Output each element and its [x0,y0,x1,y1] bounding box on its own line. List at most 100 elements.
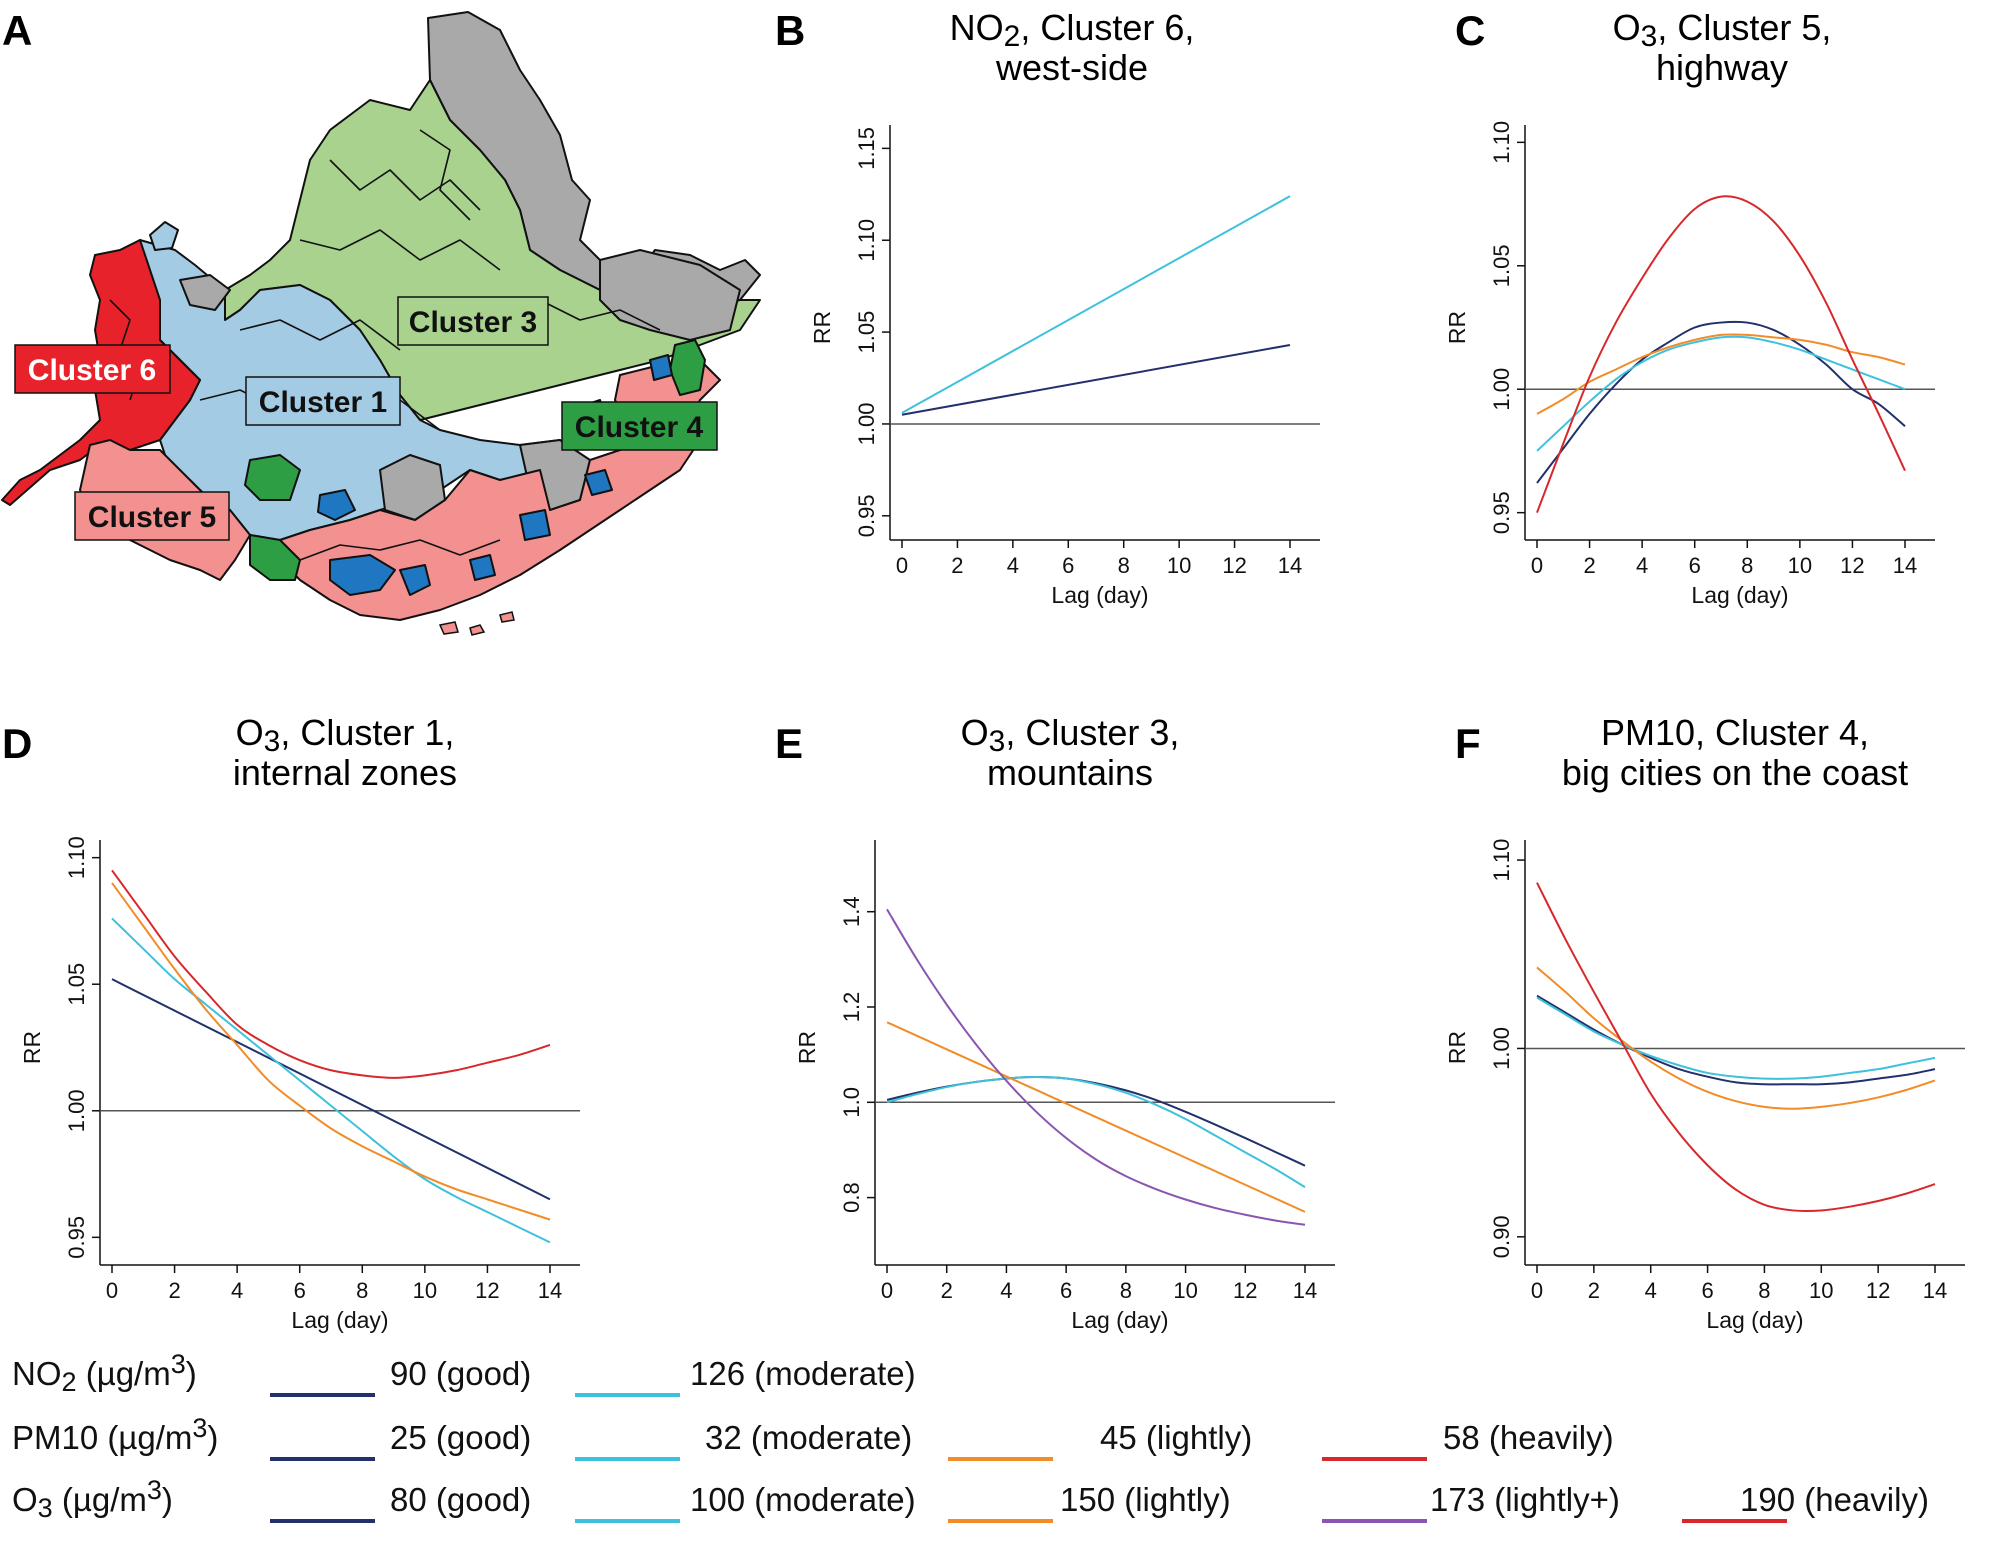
panel-d-y-tick-label: 1.10 [64,836,89,879]
panel-f-title-line2: big cities on the coast [1562,752,1908,793]
panel-letter-f: F [1455,720,1481,767]
legend-item-label-0-0: 90 (good) [390,1355,531,1392]
panel-c-title-line1: O3​, Cluster 5, [1613,7,1832,53]
map-label-cluster3: Cluster 3 [397,296,549,346]
panel-e-y-label: RR [794,1031,820,1064]
panel-f-series-line-3 [1536,882,1936,1213]
panel-f-x-label: Lag (day) [1706,1307,1803,1333]
panel-d-y-tick-label: 0.95 [64,1216,89,1259]
panel-d-series-line-3 [111,869,551,1079]
panel-d-x-tick-label: 12 [475,1278,499,1303]
panel-e-x-tick-label: 8 [1120,1278,1132,1303]
legend-item-label-2-3: 173 (lightly+) [1430,1481,1620,1518]
legend: NO2​ (µg/m3​) 90 (good) 126 (moderate) PM10… [12,1349,1929,1523]
panel-d-x-tick-label: 10 [413,1278,437,1303]
panel-f-y-tick-label: 0.90 [1489,1215,1514,1258]
map-label-cluster1-box [245,376,401,426]
panel-letter-b: B [775,7,805,54]
panel-b-chart: B NO2​, Cluster 6,west-side 0 2 4 6 8 10 12 14 0.… [775,7,1320,608]
panel-b-x-tick-label: 8 [1118,553,1130,578]
panel-d-series-line-0 [111,978,551,1201]
panel-d-x-tick-label: 2 [168,1278,180,1303]
legend-row-label-0: NO2​ (µg/m3​) [12,1349,197,1397]
map-region-blue-3 [399,564,431,596]
panel-c-chart: C O3​, Cluster 5,highway 0 2 4 6 8 10 12 14 0.95 1… [1444,7,1935,608]
map-region-green-cluster4-west [244,454,301,501]
map-region-blue-2 [329,554,396,596]
map-label-cluster3-box [397,296,549,346]
panel-f-x-tick-label: 0 [1531,1278,1543,1303]
map-label-cluster1: Cluster 1 [245,376,401,426]
panel-c-x-tick-label: 14 [1893,553,1917,578]
panel-b-y-tick-label: 1.05 [854,311,879,354]
panel-e-series-line-2 [886,1021,1306,1213]
legend-item-label-2-2: 150 (lightly) [1060,1481,1231,1518]
panel-f-y-tick-label: 1.00 [1489,1027,1514,1070]
legend-item-label-2-1: 100 (moderate) [690,1481,916,1518]
map-label-cluster5: Cluster 5 [74,491,230,541]
panel-c-y-tick-label: 1.10 [1489,121,1514,164]
map-label-cluster5-text: Cluster 5 [88,501,216,534]
panel-b-y-tick-label: 1.10 [854,219,879,262]
panel-d-x-tick-label: 6 [294,1278,306,1303]
panel-c-y-tick-label: 1.05 [1489,244,1514,287]
map-region-green-cluster4-sw [249,534,301,581]
map-label-cluster6-text: Cluster 6 [28,354,156,387]
panel-d-y-tick-label: 1.05 [64,963,89,1006]
panel-letter-d: D [2,720,32,767]
panel-b-x-tick-label: 2 [951,553,963,578]
map-label-cluster1-text: Cluster 1 [259,386,387,419]
panel-e-title-line1: O3​, Cluster 3, [961,712,1180,758]
panel-d-title-line1: O3​, Cluster 1, [236,712,455,758]
panel-d-title-line2: internal zones [233,752,457,793]
panel-e-x-tick-label: 10 [1173,1278,1197,1303]
map-label-cluster3-text: Cluster 3 [409,306,537,339]
panel-c-y-tick-label: 1.00 [1489,368,1514,411]
panel-b-y-tick-label: 0.95 [854,494,879,537]
panel-f-x-tick-label: 8 [1758,1278,1770,1303]
map-label-cluster4: Cluster 4 [561,401,718,451]
panel-f-chart: F PM10, Cluster 4,big cities on the coas… [1444,712,1965,1333]
panel-b-series-line-1 [901,195,1291,414]
panel-c-series-line-1 [1536,335,1906,452]
legend-item-label-1-1: 32 (moderate) [705,1419,912,1456]
panel-b-series-line-0 [901,343,1291,416]
panel-e-x-tick-label: 2 [941,1278,953,1303]
panel-c-y-tick-label: 0.95 [1489,491,1514,534]
legend-item-label-2-0: 80 (good) [390,1481,531,1518]
panel-b-x-tick-label: 14 [1278,553,1302,578]
map-region-blue-7 [649,354,673,381]
map-region-blue-6 [584,469,613,496]
legend-row-label-2: O3​ (µg/m3​) [12,1475,173,1523]
panel-f-y-tick-label: 1.10 [1489,839,1514,882]
panel-f-x-tick-label: 12 [1866,1278,1890,1303]
panel-e-x-tick-label: 0 [881,1278,893,1303]
panel-b-y-tick-label: 1.00 [854,403,879,446]
panel-f-series-line-2 [1536,966,1936,1110]
map-region-blue-5 [519,509,551,541]
panel-letter-c: C [1455,7,1485,54]
panel-c-x-tick-label: 0 [1531,553,1543,578]
panel-d-series-line-2 [111,882,551,1221]
map-region-blue-1 [317,489,356,521]
panel-d-series-line-1 [111,917,551,1244]
panel-e-series-line-0 [886,1076,1306,1167]
panel-f-x-tick-label: 2 [1588,1278,1600,1303]
panel-c-title-line2: highway [1656,47,1788,88]
panel-b-x-tick-label: 12 [1222,553,1246,578]
panel-c-x-tick-label: 2 [1583,553,1595,578]
panel-b-x-tick-label: 10 [1167,553,1191,578]
panel-d-x-tick-label: 14 [538,1278,562,1303]
panel-letter-e: E [775,720,803,767]
panel-c-series-line-3 [1536,195,1906,514]
panel-e-series-line-1 [886,1076,1306,1188]
panel-f-series-line-0 [1536,994,1936,1086]
map-label-cluster6: Cluster 6 [14,344,171,394]
panel-d-x-tick-label: 4 [231,1278,243,1303]
panel-letter-a: A [2,7,32,54]
panel-d-x-tick-label: 0 [106,1278,118,1303]
panel-e-x-label: Lag (day) [1071,1307,1168,1333]
panel-e-y-tick-label: 0.8 [839,1182,864,1213]
legend-item-label-0-1: 126 (moderate) [690,1355,916,1392]
